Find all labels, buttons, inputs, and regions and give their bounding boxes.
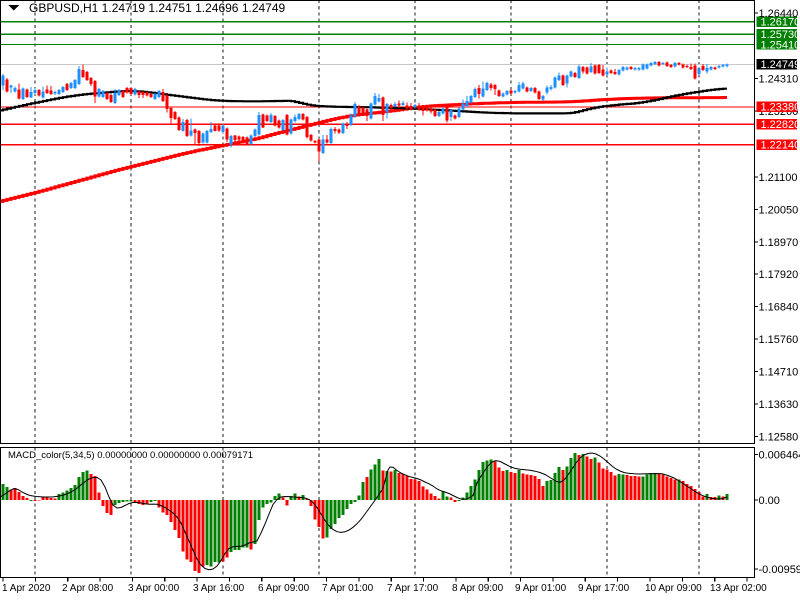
svg-text:1.15760: 1.15760 — [759, 334, 799, 346]
svg-text:1.22140: 1.22140 — [761, 140, 800, 152]
svg-text:13 Apr 02:00: 13 Apr 02:00 — [710, 583, 767, 594]
svg-text:MACD_color(5,34,5) 0.00000000: MACD_color(5,34,5) 0.00000000 0.00000000… — [8, 450, 253, 461]
svg-text:1.22820: 1.22820 — [761, 119, 800, 131]
svg-text:9 Apr 01:00: 9 Apr 01:00 — [515, 583, 567, 594]
svg-text:1.21100: 1.21100 — [759, 172, 798, 184]
svg-text:1.26440: 1.26440 — [759, 8, 799, 20]
svg-text:1.24310: 1.24310 — [759, 74, 799, 86]
svg-text:1.14710: 1.14710 — [759, 367, 799, 379]
svg-text:1.23380: 1.23380 — [761, 102, 800, 114]
svg-text:1.24749: 1.24749 — [761, 59, 800, 71]
svg-text:0.00: 0.00 — [759, 495, 780, 507]
svg-text:8 Apr 09:00: 8 Apr 09:00 — [452, 583, 504, 594]
svg-text:1.13630: 1.13630 — [759, 399, 799, 411]
svg-text:7 Apr 01:00: 7 Apr 01:00 — [322, 583, 374, 594]
svg-text:1.20050: 1.20050 — [759, 205, 799, 217]
svg-text:1 Apr 2020: 1 Apr 2020 — [2, 583, 51, 594]
svg-text:1.12580: 1.12580 — [759, 432, 799, 444]
svg-text:1.16840: 1.16840 — [759, 302, 799, 314]
svg-text:1.26170: 1.26170 — [761, 17, 800, 29]
svg-text:-0.0095903: -0.0095903 — [759, 564, 800, 576]
svg-text:1.17920: 1.17920 — [759, 269, 799, 281]
svg-text:1.18970: 1.18970 — [759, 237, 799, 249]
svg-text:9 Apr 17:00: 9 Apr 17:00 — [578, 583, 630, 594]
svg-text:3 Apr 00:00: 3 Apr 00:00 — [128, 583, 180, 594]
svg-text:2 Apr 08:00: 2 Apr 08:00 — [62, 583, 114, 594]
svg-text:0.0064648: 0.0064648 — [759, 450, 800, 462]
svg-text:3 Apr 16:00: 3 Apr 16:00 — [193, 583, 245, 594]
svg-text:1.25730: 1.25730 — [761, 29, 800, 41]
svg-text:GBPUSD,H1 1.24719 1.24751 1.2: GBPUSD,H1 1.24719 1.24751 1.24696 1.2474… — [29, 1, 286, 15]
svg-text:7 Apr 17:00: 7 Apr 17:00 — [387, 583, 439, 594]
svg-text:1.25410: 1.25410 — [761, 39, 800, 51]
svg-text:10 Apr 09:00: 10 Apr 09:00 — [645, 583, 702, 594]
svg-text:6 Apr 09:00: 6 Apr 09:00 — [258, 583, 310, 594]
